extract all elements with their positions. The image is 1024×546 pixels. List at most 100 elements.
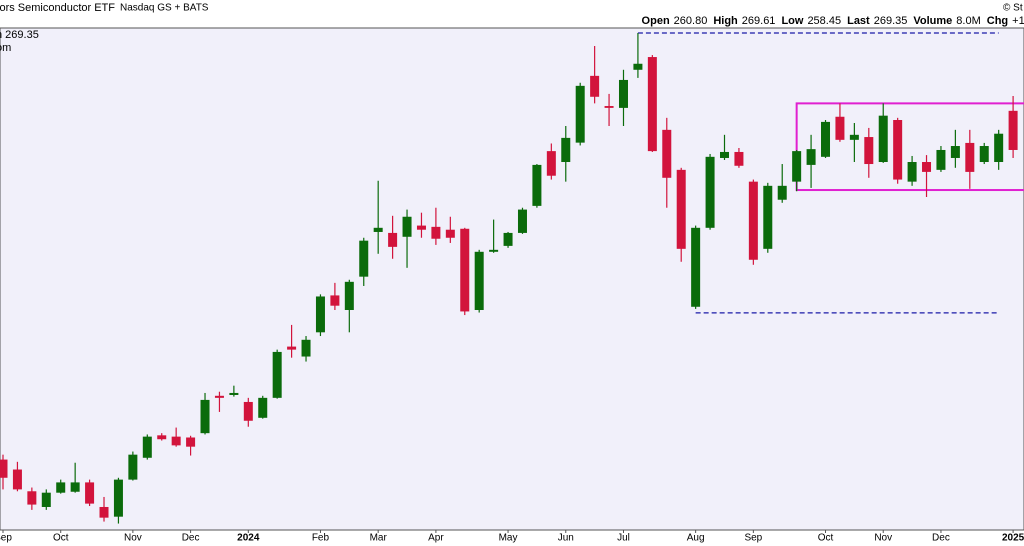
x-tick-label: Dec xyxy=(182,533,200,544)
x-tick-label: Nov xyxy=(874,533,892,544)
quote-label: Open xyxy=(642,15,670,27)
candle-body xyxy=(849,134,859,140)
x-tick-label: Sep xyxy=(0,533,12,544)
candle-body xyxy=(835,116,845,140)
candle-body xyxy=(373,227,383,232)
candle-body xyxy=(128,454,138,480)
candle-body xyxy=(315,296,325,333)
candle-body xyxy=(950,146,960,158)
x-tick-label: Mar xyxy=(370,533,388,544)
candle-body xyxy=(821,121,831,157)
candle-body xyxy=(460,228,470,312)
candle-body xyxy=(99,506,109,518)
candle-body xyxy=(157,435,167,440)
candle-body xyxy=(792,151,802,182)
candle-body xyxy=(85,482,95,504)
candle-body xyxy=(979,146,989,163)
candle-body xyxy=(113,479,123,517)
quote-label: Low xyxy=(781,15,803,27)
candle-body xyxy=(546,151,556,176)
x-tick-label: 2025 xyxy=(1002,533,1024,544)
candle-body xyxy=(200,399,210,434)
candle-body xyxy=(171,436,181,446)
candle-body xyxy=(1008,110,1018,150)
x-tick-label: Feb xyxy=(312,533,330,544)
candle-body xyxy=(287,346,297,350)
candle-body xyxy=(301,339,311,357)
candle-body xyxy=(907,162,917,182)
candle-body xyxy=(517,209,527,233)
candle-body xyxy=(864,137,874,165)
candle-body xyxy=(936,149,946,170)
x-tick-label: May xyxy=(499,533,518,544)
candle-body xyxy=(243,401,253,421)
chart-title: tors Semiconductor ETF xyxy=(0,2,115,14)
candle-body xyxy=(359,240,369,277)
candle-body xyxy=(893,119,903,180)
candles xyxy=(0,32,1024,524)
candle-body xyxy=(575,85,585,143)
candle-body xyxy=(431,226,441,239)
plot-area xyxy=(0,27,1024,531)
candle-body xyxy=(604,106,614,108)
x-tick-label: 2024 xyxy=(237,533,260,544)
x-tick-label: Jun xyxy=(558,533,574,544)
candle-body xyxy=(734,151,744,166)
quote-value: 269.35 xyxy=(874,15,908,27)
candle-body xyxy=(748,181,758,260)
sub-line: om xyxy=(0,42,11,54)
candle-body xyxy=(229,392,239,395)
x-axis: Sep Oct Nov Dec 2024 Feb Mar Apr May Jun Jul Aug Sep… xyxy=(0,530,1024,544)
legend-line: n 269.35 xyxy=(0,29,39,41)
quote-value: 260.80 xyxy=(674,15,708,27)
quote-value: 269.61 xyxy=(742,15,776,27)
candle-body xyxy=(994,133,1004,163)
candle-body xyxy=(676,169,686,249)
x-tick-label: Oct xyxy=(53,533,69,544)
candle-body xyxy=(878,115,888,163)
candle-body xyxy=(633,63,643,70)
quote-label: Last xyxy=(847,15,870,27)
candle-body xyxy=(618,79,628,108)
x-tick-label: Dec xyxy=(932,533,950,544)
x-tick-label: Nov xyxy=(124,533,142,544)
candle-body xyxy=(272,351,282,398)
candle-body xyxy=(503,232,513,246)
candle-body xyxy=(41,492,51,507)
candle-body xyxy=(416,225,426,230)
candle-body xyxy=(258,397,268,418)
candle-body xyxy=(388,232,398,247)
candle-body xyxy=(763,185,773,249)
quote: Open 260.80 High 269.61 Low 258.45 Last 269.35 V… xyxy=(642,15,1024,27)
candle-body xyxy=(691,227,701,307)
candle-body xyxy=(12,469,22,490)
candle-body xyxy=(474,251,484,311)
candle-body xyxy=(965,142,975,172)
quote-label: High xyxy=(713,15,738,27)
candle-body xyxy=(330,295,340,306)
candle-body xyxy=(806,149,816,165)
candle-body xyxy=(647,57,657,152)
candle-body xyxy=(777,185,787,200)
candle-body xyxy=(590,75,600,97)
x-tick-label: Aug xyxy=(687,533,705,544)
quote-label: Chg xyxy=(987,15,1008,27)
candle-body xyxy=(344,281,354,311)
candle-body xyxy=(489,249,499,252)
candle-body xyxy=(662,129,672,178)
quote-value: 258.45 xyxy=(807,15,841,27)
candle-body xyxy=(27,491,37,505)
x-tick-label: Oct xyxy=(818,533,834,544)
candle-body xyxy=(402,216,412,237)
candle-body xyxy=(561,137,571,163)
candle-body xyxy=(720,151,729,158)
x-tick-label: Jul xyxy=(617,533,630,544)
range-box xyxy=(795,102,1024,192)
copyright: © St xyxy=(1003,3,1023,14)
candle-body xyxy=(142,436,152,458)
x-tick-label: Sep xyxy=(744,533,762,544)
candle-body xyxy=(445,229,455,238)
x-tick-label: Apr xyxy=(428,533,444,544)
